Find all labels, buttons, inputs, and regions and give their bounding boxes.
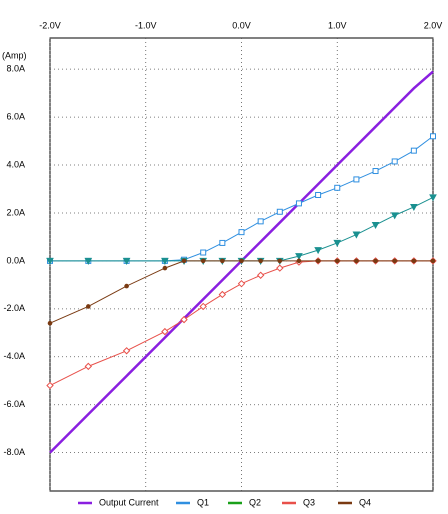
marker [47,320,53,326]
y-axis-label: (Amp) [2,50,27,60]
marker [430,133,436,140]
x-tick-label: 1.0V [328,20,347,30]
marker [371,221,380,229]
marker [181,258,187,264]
legend-label: Q2 [249,497,261,507]
marker [257,218,264,225]
marker [430,258,436,264]
marker [200,258,206,264]
marker [334,184,341,191]
marker [199,302,207,311]
marker [391,158,398,165]
legend-label: Q3 [303,497,315,507]
marker [334,258,340,264]
marker [410,203,418,212]
marker [161,257,169,265]
marker [84,257,93,265]
marker [390,212,399,220]
marker [122,347,131,355]
y-tick-label: -4.0A [3,351,25,361]
marker [218,290,227,299]
marker [296,258,302,264]
legend-label: Q1 [197,497,209,507]
legend-label: Output Current [99,497,159,507]
marker [373,258,378,264]
y-tick-label: -8.0A [3,447,25,457]
marker [276,208,283,215]
marker [353,176,360,183]
marker [295,253,303,261]
marker [295,200,302,207]
marker [220,258,225,264]
marker [314,247,322,255]
marker [277,258,283,264]
marker [180,315,188,324]
marker [124,283,129,289]
y-tick-label: 0.0A [6,255,25,265]
x-tick-label: 0.0V [232,20,251,30]
marker [200,249,207,256]
series-line [49,70,434,454]
marker [372,168,379,175]
marker [238,229,245,236]
marker [392,258,398,264]
marker [122,257,131,265]
marker [237,279,246,288]
y-tick-label: 6.0A [6,111,25,121]
legend-label: Q4 [359,497,371,507]
marker [256,271,265,279]
y-tick-label: -6.0A [3,399,25,409]
marker [258,258,263,264]
marker [352,231,361,239]
marker [315,258,321,264]
marker [86,304,91,309]
marker [46,381,54,390]
y-tick-label: 2.0A [6,207,25,217]
x-tick-label: -2.0V [39,20,61,30]
marker [84,362,93,371]
marker [239,258,244,264]
marker [46,257,54,265]
marker [161,327,169,336]
x-tick-label: 2.0V [424,20,443,30]
x-tick-label: -1.0V [135,20,157,30]
marker [333,239,342,247]
marker [276,264,284,272]
marker [354,258,359,264]
marker [315,191,322,198]
y-tick-label: 4.0A [6,159,25,169]
marker [162,265,168,271]
marker [411,258,417,264]
y-tick-label: -2.0A [3,303,25,313]
marker [219,239,226,246]
series-line [49,260,433,324]
y-tick-label: 8.0A [6,64,25,74]
marker [429,194,437,202]
marker [410,147,417,154]
